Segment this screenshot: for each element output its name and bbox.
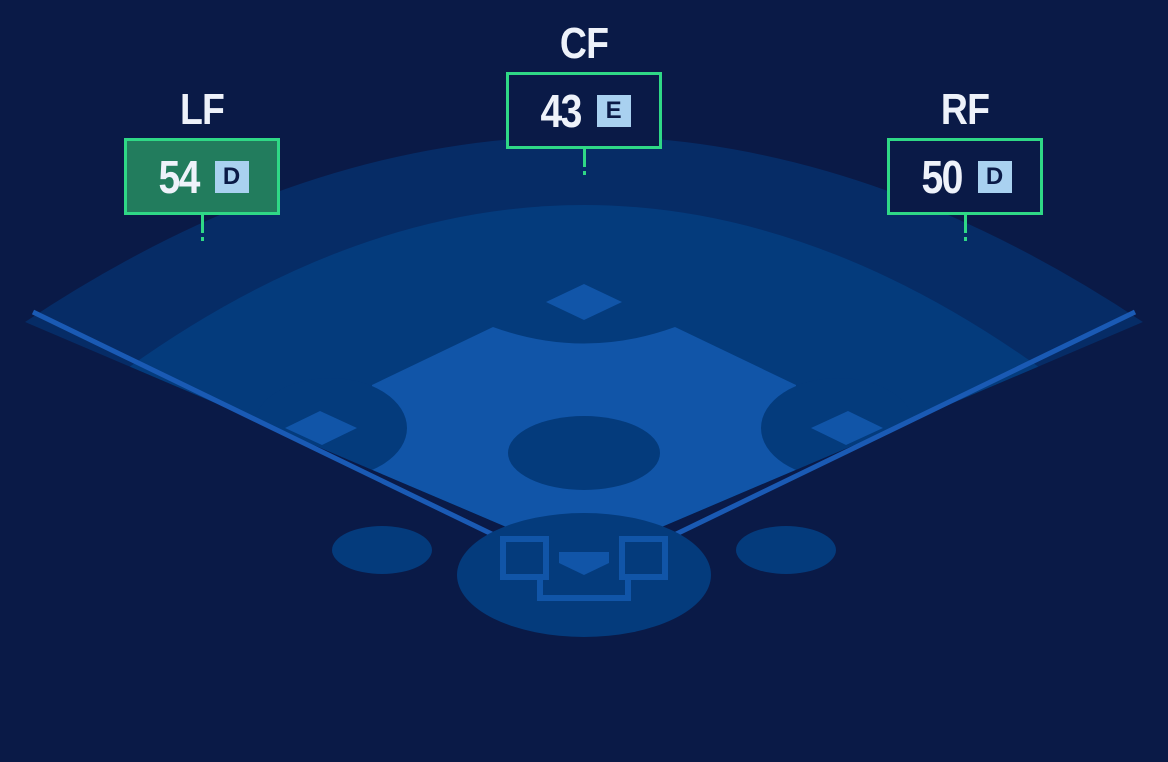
second-base: [546, 284, 622, 320]
first-base: [811, 411, 883, 445]
rating-value: 43: [540, 84, 583, 137]
left-foul-line: [31, 309, 502, 541]
third-base: [285, 411, 357, 445]
position-lf[interactable]: LF 54 D: [124, 86, 280, 241]
connector-dot: [200, 237, 204, 241]
rating-value: 50: [921, 150, 964, 203]
pitchers-mound: [508, 416, 660, 490]
position-cf[interactable]: CF 43 E: [506, 20, 662, 175]
connector-dot: [582, 171, 586, 175]
on-deck-circle-left: [332, 526, 432, 574]
rating-box[interactable]: 50 D: [887, 138, 1043, 215]
grade-badge: D: [977, 160, 1012, 193]
position-label: CF: [559, 19, 609, 68]
rating-value: 54: [158, 150, 201, 203]
position-rf[interactable]: RF 50 D: [887, 86, 1043, 241]
batters-boxes: [500, 536, 668, 601]
grade-badge: E: [596, 94, 631, 127]
position-label: LF: [179, 85, 225, 134]
rating-box[interactable]: 54 D: [124, 138, 280, 215]
connector-dot: [963, 237, 967, 241]
grade-badge: D: [214, 160, 249, 193]
home-plate: [559, 552, 609, 575]
connector-line: [200, 215, 204, 233]
right-foul-line: [666, 309, 1137, 541]
on-deck-circle-right: [736, 526, 836, 574]
connector-line: [582, 149, 586, 167]
connector-line: [963, 215, 967, 233]
position-label: RF: [940, 85, 990, 134]
rating-box[interactable]: 43 E: [506, 72, 662, 149]
